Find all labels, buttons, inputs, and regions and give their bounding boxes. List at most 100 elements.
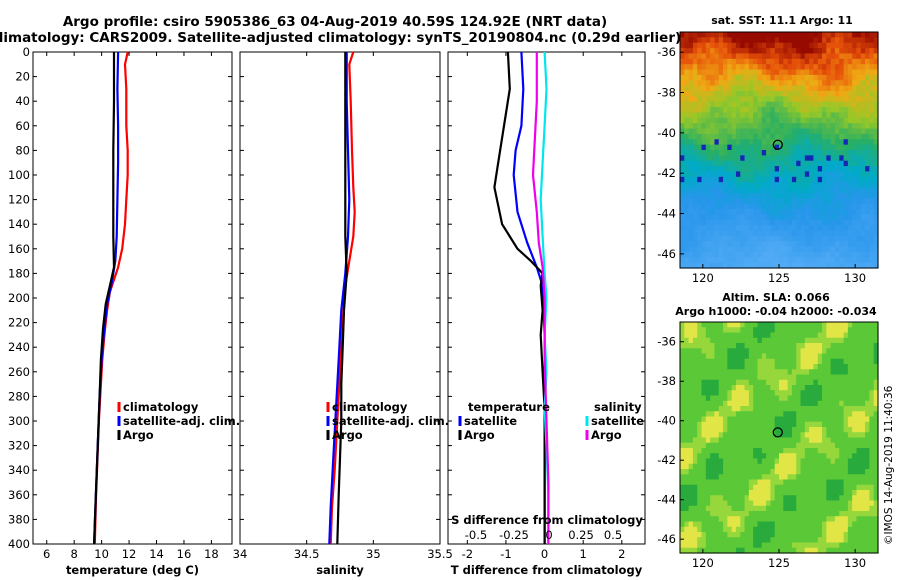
map-cell: [761, 416, 767, 423]
map-cell: [731, 421, 737, 428]
map-cell: [740, 526, 746, 533]
map-cell: [839, 48, 845, 55]
map-cell: [723, 448, 728, 454]
map-cell: [796, 385, 802, 391]
map-cell: [735, 144, 741, 151]
map-cell: [766, 133, 771, 140]
map-cell: [860, 150, 866, 156]
map-cell: [787, 453, 793, 460]
map-cell: [852, 327, 858, 334]
map-cell: [834, 463, 840, 470]
map-cell: [796, 484, 802, 491]
map-cell: [817, 48, 823, 55]
map-cell: [748, 246, 754, 253]
map-cell: [761, 187, 767, 194]
map-cell: [761, 37, 767, 44]
map-cell: [822, 241, 827, 248]
map-cell: [796, 225, 802, 232]
map-cell: [813, 112, 819, 119]
map-cell: [684, 343, 690, 349]
map-cell: [809, 484, 815, 491]
map-cell: [731, 369, 737, 376]
map-cell: [796, 490, 802, 496]
map-cell: [869, 69, 875, 76]
map-cell: [839, 526, 845, 533]
map-cell: [748, 458, 754, 465]
map-cell: [847, 379, 853, 386]
map-cell: [774, 400, 780, 407]
map-cell: [705, 348, 711, 355]
map-cell: [692, 432, 698, 439]
map-cell: [740, 400, 746, 407]
map-cell: [748, 385, 754, 391]
map-cell: [727, 526, 733, 533]
map-cell: [684, 348, 690, 355]
map-cell: [873, 500, 879, 507]
map-cell: [680, 469, 685, 475]
map-cell: [869, 155, 875, 162]
map-cell: [813, 332, 819, 339]
map-cell: [791, 171, 797, 178]
map-cell: [865, 542, 870, 549]
map-cell: [684, 495, 690, 502]
map-cell: [714, 117, 720, 124]
map-cell: [740, 379, 746, 386]
map-cell: [873, 348, 879, 355]
map-cell: [723, 500, 728, 507]
map-cell: [731, 442, 737, 449]
map-cell: [830, 353, 836, 360]
map-cell: [727, 48, 733, 55]
map-cell: [748, 490, 754, 496]
map-cell: [847, 171, 853, 178]
map-cell: [757, 463, 763, 470]
map-cell: [723, 171, 728, 178]
map-cell: [692, 91, 698, 97]
map-cell: [688, 484, 694, 491]
map-cell: [865, 442, 870, 449]
map-cell: [826, 374, 832, 381]
map-cell: [710, 374, 716, 381]
map-cell: [684, 262, 690, 269]
map-cell: [856, 96, 862, 103]
series-line-argo: [336, 52, 348, 545]
map-cell: [779, 257, 784, 264]
map-cell: [860, 262, 866, 269]
map-cell: [873, 395, 879, 402]
map-cell: [791, 437, 797, 444]
map-cell: [714, 64, 720, 71]
map-cell: [701, 479, 707, 486]
map-cell: [697, 332, 703, 339]
map-cell: [766, 327, 771, 334]
map-cell: [727, 542, 733, 549]
map-cell: [774, 128, 780, 135]
map-cell: [680, 400, 685, 407]
map-cell: [852, 241, 858, 248]
map-cell: [843, 246, 849, 253]
map-cell: [791, 358, 797, 365]
map-cell: [839, 521, 845, 528]
map-cell: [748, 532, 754, 538]
map-cell: [847, 416, 853, 423]
map-cell: [688, 117, 694, 124]
map-cell: [727, 337, 733, 344]
map-cell: [723, 225, 728, 232]
map-cell: [680, 251, 685, 258]
map-cell: [761, 490, 767, 496]
sla-map-subtitle: Argo h1000: -0.04 h2000: -0.034: [675, 305, 877, 318]
map-cell: [804, 128, 810, 135]
map-cell: [735, 155, 741, 162]
map-cell: [843, 225, 849, 232]
map-cell: [873, 182, 879, 189]
map-cell: [873, 112, 879, 119]
map-cell: [684, 192, 690, 199]
map-cell: [744, 117, 750, 124]
map-cell: [839, 96, 845, 103]
map-cell: [723, 192, 728, 199]
map-cell: [830, 96, 836, 103]
map-cell: [817, 85, 823, 92]
map-cell: [822, 421, 827, 428]
map-cell: [714, 123, 720, 130]
map-cell: [744, 332, 750, 339]
map-cell: [774, 390, 780, 397]
map-cell: [856, 374, 862, 381]
